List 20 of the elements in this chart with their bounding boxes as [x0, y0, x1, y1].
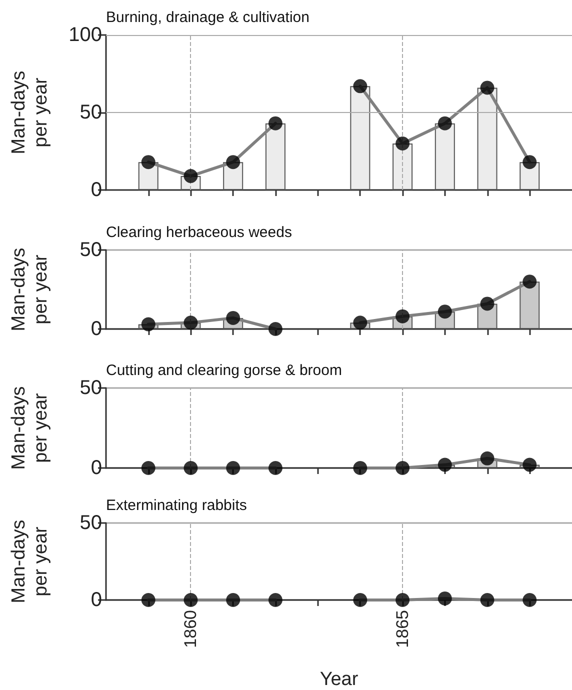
y-tick-label: 0 — [90, 457, 102, 479]
y-axis-title: Man-days per year — [8, 70, 52, 154]
x-tick-label: 1865 — [393, 610, 412, 648]
chart-title: Cutting and clearing gorse & broom — [106, 362, 342, 379]
x-axis-title: Year — [320, 669, 359, 690]
chart-title: Burning, drainage & cultivation — [106, 9, 310, 26]
y-axis-title: Man-days per year — [8, 520, 52, 604]
y-tick-label: 0 — [90, 589, 102, 611]
y-tick-label: 50 — [80, 512, 102, 534]
y-tick-label: 50 — [80, 239, 102, 261]
y-axis-title: Man-days per year — [8, 386, 52, 470]
y-tick-label: 50 — [80, 102, 102, 124]
y-axis-title: Man-days per year — [8, 248, 52, 332]
y-tick-label: 50 — [80, 377, 102, 399]
chart-title: Clearing herbaceous weeds — [106, 224, 292, 241]
x-tick-label: 1860 — [181, 610, 200, 648]
y-tick-label: 0 — [90, 179, 102, 201]
chart-title: Exterminating rabbits — [106, 497, 247, 514]
y-tick-label: 0 — [90, 318, 102, 340]
y-tick-label: 100 — [68, 24, 102, 46]
